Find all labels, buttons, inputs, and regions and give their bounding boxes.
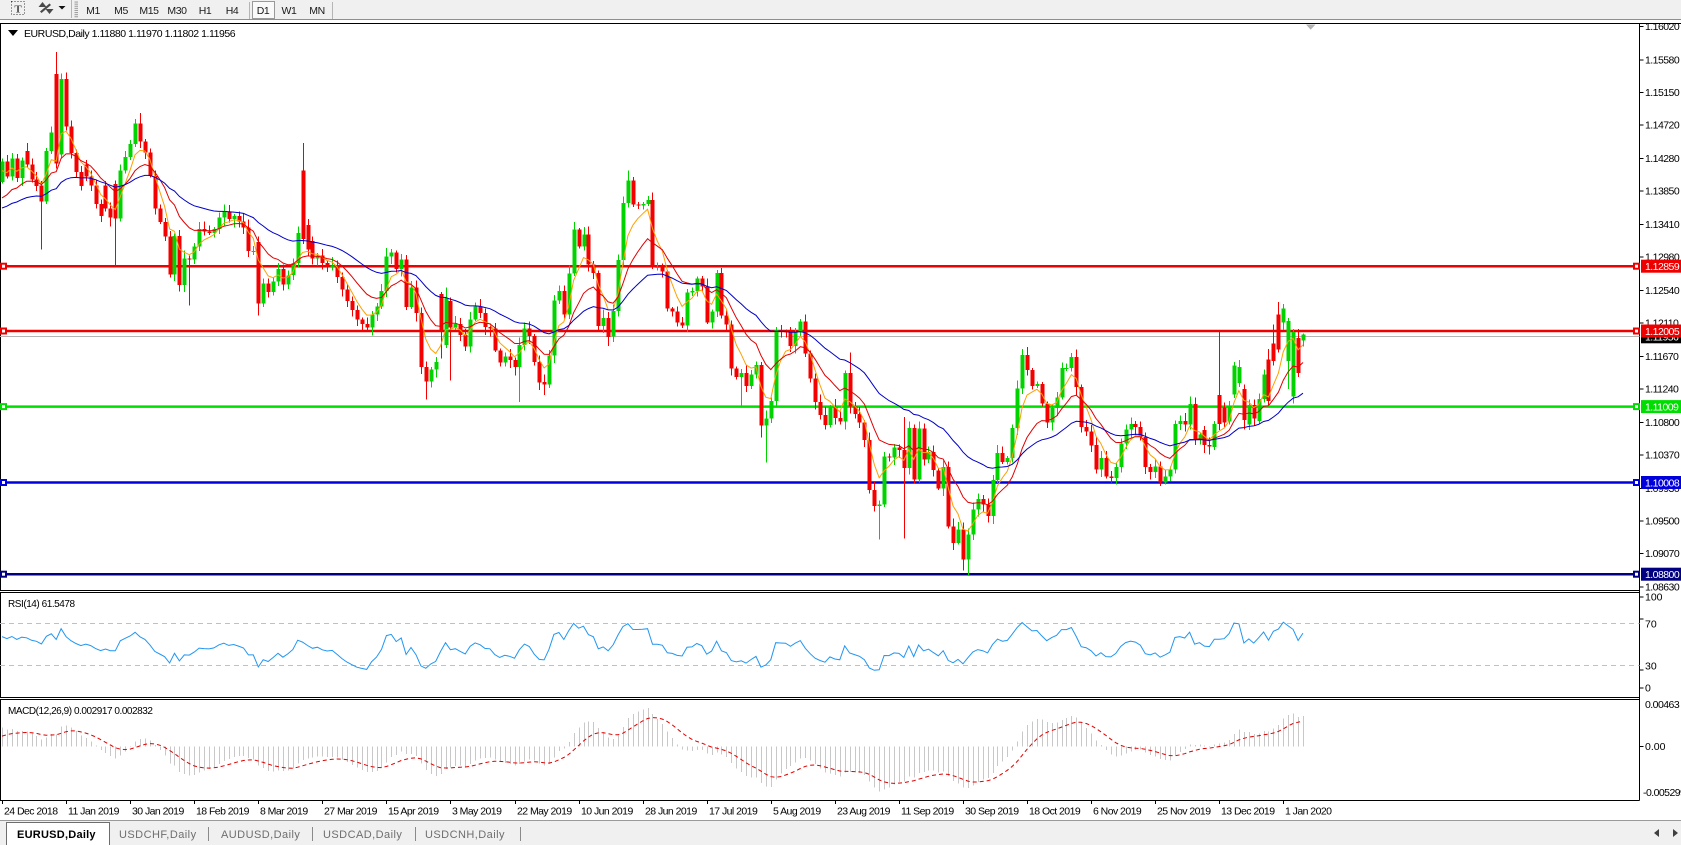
svg-text:11 Sep 2019: 11 Sep 2019: [901, 806, 954, 818]
svg-text:1.12859: 1.12859: [1645, 261, 1680, 273]
svg-text:M5: M5: [114, 5, 128, 17]
svg-text:USDCNH,Daily: USDCNH,Daily: [425, 829, 505, 841]
svg-text:1.09500: 1.09500: [1645, 516, 1680, 528]
svg-text:27 Mar 2019: 27 Mar 2019: [324, 806, 378, 818]
svg-text:100: 100: [1645, 592, 1663, 604]
svg-text:W1: W1: [282, 5, 298, 17]
svg-text:USDCHF,Daily: USDCHF,Daily: [119, 829, 197, 841]
svg-text:EURUSD,Daily: EURUSD,Daily: [17, 829, 96, 841]
svg-text:11 Jan 2019: 11 Jan 2019: [68, 806, 120, 818]
svg-text:1.09070: 1.09070: [1645, 548, 1680, 560]
svg-text:1.08800: 1.08800: [1645, 569, 1680, 581]
svg-text:1.16020: 1.16020: [1645, 21, 1680, 33]
svg-text:18 Feb 2019: 18 Feb 2019: [196, 806, 250, 818]
svg-text:8 Mar 2019: 8 Mar 2019: [260, 806, 308, 818]
svg-text:1.12005: 1.12005: [1645, 326, 1680, 338]
svg-text:USDCAD,Daily: USDCAD,Daily: [323, 829, 402, 841]
svg-text:1.11240: 1.11240: [1645, 384, 1679, 396]
svg-text:1.10370: 1.10370: [1645, 450, 1680, 462]
svg-text:1 Jan 2020: 1 Jan 2020: [1285, 806, 1332, 818]
svg-text:0.00: 0.00: [1645, 741, 1666, 753]
svg-text:18 Oct 2019: 18 Oct 2019: [1029, 806, 1081, 818]
svg-text:30 Sep 2019: 30 Sep 2019: [965, 806, 1019, 818]
svg-text:17 Jul 2019: 17 Jul 2019: [709, 806, 758, 818]
svg-text:AUDUSD,Daily: AUDUSD,Daily: [221, 829, 300, 841]
svg-text:13 Dec 2019: 13 Dec 2019: [1221, 806, 1275, 818]
svg-text:1.13850: 1.13850: [1645, 186, 1680, 198]
svg-text:28 Jun 2019: 28 Jun 2019: [645, 806, 697, 818]
svg-text:22 May 2019: 22 May 2019: [517, 806, 572, 818]
svg-text:MACD(12,26,9) 0.002917 0.00283: MACD(12,26,9) 0.002917 0.002832: [8, 706, 153, 717]
svg-text:70: 70: [1645, 619, 1657, 631]
svg-text:25 Nov 2019: 25 Nov 2019: [1157, 806, 1211, 818]
svg-text:30: 30: [1645, 661, 1657, 673]
svg-text:6 Nov 2019: 6 Nov 2019: [1093, 806, 1142, 818]
svg-text:1.08630: 1.08630: [1645, 582, 1680, 594]
svg-text:MN: MN: [309, 5, 325, 17]
svg-text:3 May 2019: 3 May 2019: [452, 806, 502, 818]
svg-text:1.15580: 1.15580: [1645, 54, 1680, 66]
svg-text:23 Aug 2019: 23 Aug 2019: [837, 806, 891, 818]
svg-text:30 Jan 2019: 30 Jan 2019: [132, 806, 184, 818]
svg-text:5 Aug 2019: 5 Aug 2019: [773, 806, 821, 818]
svg-text:M1: M1: [86, 5, 100, 17]
svg-text:-0.005299: -0.005299: [1643, 787, 1681, 799]
svg-text:1.10800: 1.10800: [1645, 417, 1680, 429]
svg-text:M15: M15: [139, 5, 159, 17]
svg-text:1.10008: 1.10008: [1645, 477, 1680, 489]
svg-text:1.13410: 1.13410: [1645, 219, 1680, 231]
svg-text:D1: D1: [257, 5, 270, 17]
svg-text:0.00463: 0.00463: [1645, 699, 1680, 711]
svg-text:24 Dec 2018: 24 Dec 2018: [4, 806, 58, 818]
svg-text:10 Jun 2019: 10 Jun 2019: [581, 806, 633, 818]
svg-text:RSI(14) 61.5478: RSI(14) 61.5478: [8, 599, 76, 610]
svg-text:1.14720: 1.14720: [1645, 120, 1680, 132]
svg-text:1.14280: 1.14280: [1645, 153, 1680, 165]
svg-text:1.12540: 1.12540: [1645, 285, 1680, 297]
svg-text:1.15150: 1.15150: [1645, 87, 1680, 99]
svg-text:15 Apr 2019: 15 Apr 2019: [388, 806, 439, 818]
svg-text:EURUSD,Daily 1.11880 1.11970: EURUSD,Daily 1.11880 1.11970 1.11802 1.1…: [24, 28, 236, 40]
svg-text:1.11009: 1.11009: [1645, 401, 1679, 413]
svg-text:M30: M30: [167, 5, 187, 17]
svg-text:1.11670: 1.11670: [1645, 351, 1679, 363]
svg-text:0: 0: [1645, 683, 1651, 695]
svg-text:H1: H1: [199, 5, 212, 17]
svg-text:T: T: [14, 4, 22, 16]
svg-text:H4: H4: [226, 5, 239, 17]
